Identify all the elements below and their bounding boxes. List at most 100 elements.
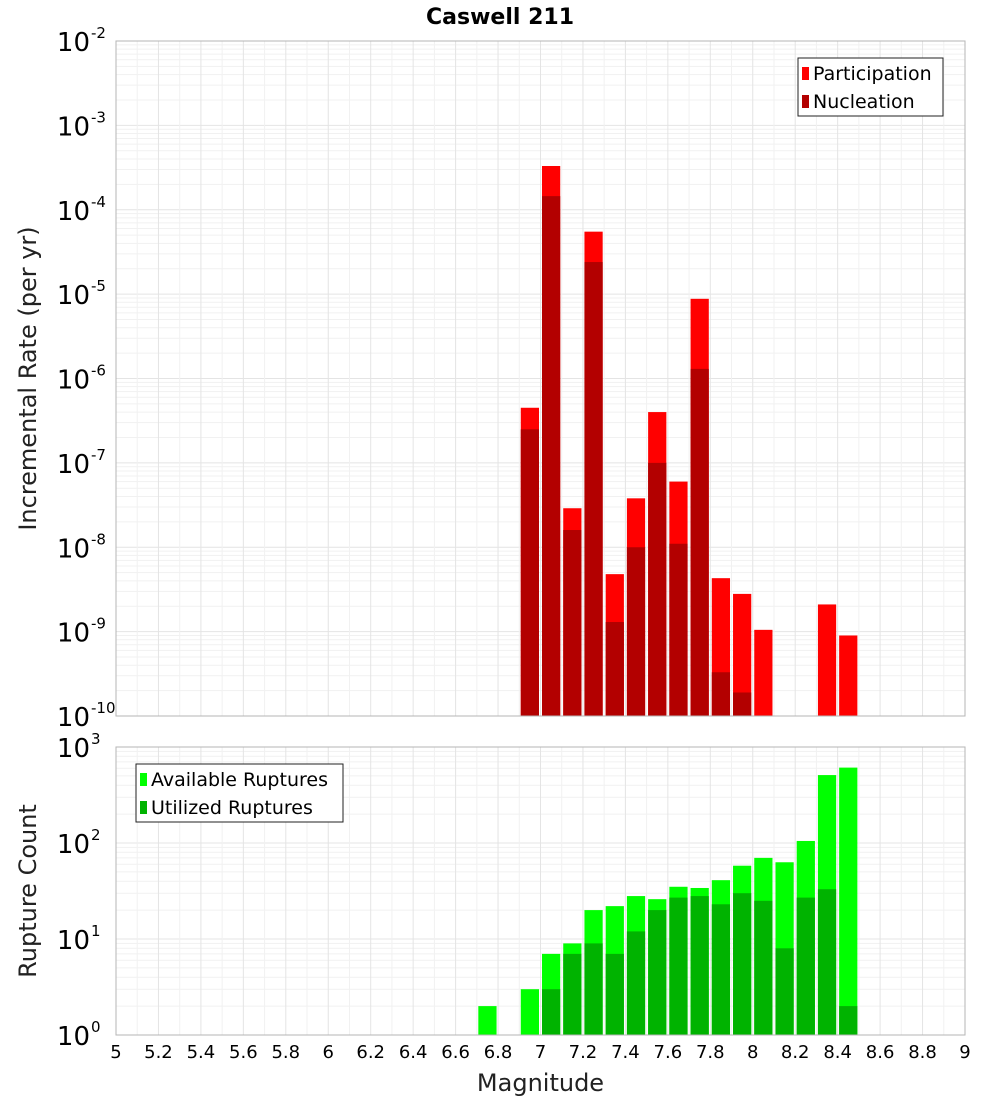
y-tick-label: 10 (57, 281, 90, 311)
legend: Participation Nucleation (797, 57, 944, 117)
chart-title: Caswell 211 (426, 5, 574, 30)
bar (605, 953, 624, 1035)
bar (733, 692, 752, 716)
series-nucleation (520, 196, 752, 716)
bar (690, 368, 709, 716)
y-tick-exponent: -2 (91, 24, 106, 42)
bar (839, 767, 858, 1035)
x-tick-label: 8.6 (866, 1042, 895, 1063)
legend-box (797, 57, 944, 117)
x-axis-label: Magnitude (477, 1069, 604, 1097)
bar (733, 893, 752, 1035)
y-tick-label: 10 (57, 366, 90, 396)
bar (584, 943, 603, 1035)
x-tick-label: 7.6 (654, 1042, 683, 1063)
bar (669, 543, 688, 716)
x-tick-label: 5.8 (271, 1042, 300, 1063)
bar (817, 889, 837, 1035)
y-tick-exponent: 3 (91, 730, 101, 748)
x-tick-label: 8.2 (781, 1042, 810, 1063)
y-tick-label: 10 (57, 703, 90, 733)
series-utilized-ruptures (542, 889, 858, 1035)
bar (669, 897, 688, 1035)
plot-frame (115, 746, 966, 1036)
bar (817, 604, 837, 716)
y-tick-label: 10 (57, 830, 90, 860)
y-tick-label: 10 (57, 926, 90, 956)
bar (754, 629, 773, 716)
x-tick-label: 6 (323, 1042, 334, 1063)
plot-frame (115, 40, 966, 717)
bar (605, 622, 624, 716)
x-tick-label: 5 (110, 1042, 121, 1063)
y-tick-label: 10 (57, 197, 90, 227)
bar (839, 1006, 858, 1035)
bar (711, 672, 731, 716)
x-tick-label: 7 (535, 1042, 546, 1063)
legend-swatch (802, 67, 809, 80)
y-tick-label: 10 (57, 28, 90, 58)
bar (839, 635, 858, 716)
x-tick-label: 6.4 (399, 1042, 428, 1063)
legend-swatch (140, 801, 147, 814)
x-tick-label: 8.4 (823, 1042, 852, 1063)
x-tick-label: 6.2 (356, 1042, 385, 1063)
y-tick-label: 10 (57, 112, 90, 142)
legend: Available Ruptures Utilized Ruptures (135, 763, 344, 823)
bar (520, 429, 539, 716)
legend-label: Nucleation (813, 91, 915, 113)
legend-swatch (140, 773, 147, 786)
legend-swatch (802, 95, 809, 108)
bar (563, 953, 582, 1035)
y-tick-exponent: 1 (91, 922, 101, 940)
x-tick-labels: 5 5.2 5.4 5.6 5.8 6 6.2 6.4 6.6 6.8 7 7.2 7.4 7.6 7.8 8… (110, 1042, 970, 1063)
bar (733, 593, 752, 716)
bar (478, 1006, 497, 1035)
bar (796, 897, 815, 1035)
y-tick-exponent: -5 (91, 277, 106, 295)
y-tick-exponent: -4 (91, 193, 106, 211)
bar (520, 989, 539, 1035)
bar (711, 904, 731, 1035)
bar (754, 900, 773, 1035)
x-tick-label: 7.4 (611, 1042, 640, 1063)
bar (775, 948, 794, 1035)
bar (648, 462, 667, 716)
y-tick-exponent: -3 (91, 108, 106, 126)
bar (542, 196, 561, 716)
y-tick-label: 10 (57, 1022, 90, 1052)
bar (563, 530, 582, 716)
bar (584, 262, 603, 716)
legend-label: Available Ruptures (151, 769, 328, 791)
y-tick-exponent: 0 (91, 1018, 101, 1036)
y-axis-label: Rupture Count (14, 804, 42, 978)
y-tick-label: 10 (57, 619, 90, 649)
y-tick-exponent: 2 (91, 826, 101, 844)
bar (690, 896, 709, 1035)
bar (626, 931, 646, 1035)
x-tick-label: 9 (959, 1042, 970, 1063)
legend-label: Participation (813, 63, 932, 85)
bar (626, 547, 646, 716)
y-axis-label: Incremental Rate (per yr) (14, 226, 42, 530)
y-tick-exponent: -6 (91, 362, 106, 380)
x-tick-label: 5.4 (187, 1042, 216, 1063)
y-tick-label: 10 (57, 734, 90, 764)
y-tick-exponent: -8 (91, 530, 106, 548)
x-tick-label: 6.6 (441, 1042, 470, 1063)
y-tick-exponent: -7 (91, 446, 106, 464)
bar (648, 910, 667, 1035)
x-tick-label: 7.8 (696, 1042, 725, 1063)
x-tick-label: 5.6 (229, 1042, 258, 1063)
y-tick-label: 10 (57, 534, 90, 564)
y-tick-label: 10 (57, 450, 90, 480)
legend-label: Utilized Ruptures (151, 797, 313, 819)
legend-box (135, 763, 344, 823)
x-tick-label: 8.8 (908, 1042, 937, 1063)
x-tick-label: 8 (747, 1042, 758, 1063)
